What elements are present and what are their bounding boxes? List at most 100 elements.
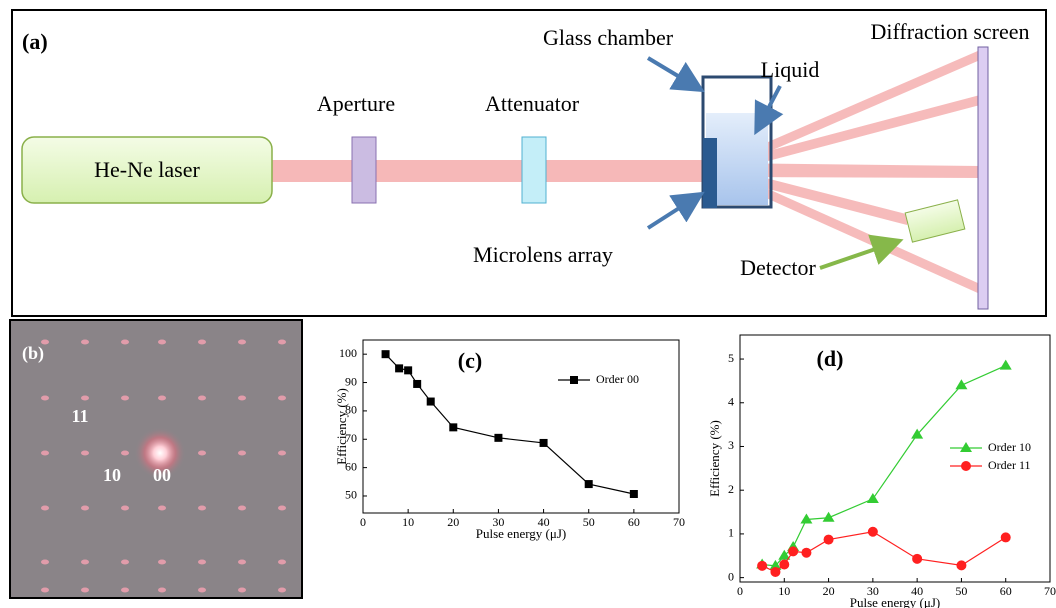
y-axis-label: Efficiency (%) xyxy=(707,420,722,497)
marker xyxy=(540,439,548,447)
order-label: 00 xyxy=(153,465,171,485)
aperture xyxy=(352,137,376,203)
marker xyxy=(395,364,403,372)
legend-marker xyxy=(961,461,971,471)
spot xyxy=(278,506,286,511)
spot xyxy=(41,560,49,565)
y-tick-label: 100 xyxy=(339,346,357,360)
spot xyxy=(81,451,89,456)
marker xyxy=(494,434,502,442)
y-tick-label: 50 xyxy=(345,488,357,502)
marker xyxy=(757,561,767,571)
spot xyxy=(238,340,246,345)
legend-marker xyxy=(570,376,578,384)
legend-marker xyxy=(960,442,972,452)
spot xyxy=(41,588,49,593)
legend-label: Order 00 xyxy=(596,372,639,386)
marker xyxy=(956,560,966,570)
x-tick-label: 0 xyxy=(737,584,743,598)
attenuator xyxy=(522,137,546,203)
x-tick-label: 20 xyxy=(447,515,459,529)
y-tick-label: 1 xyxy=(728,526,734,540)
marker xyxy=(413,380,421,388)
spot xyxy=(121,396,129,401)
spot xyxy=(238,451,246,456)
panel-b: (b) 11 10 00 xyxy=(10,320,302,598)
chart-title: (d) xyxy=(817,346,844,371)
marker xyxy=(912,554,922,564)
beam xyxy=(270,160,710,182)
chart-title: (c) xyxy=(458,348,482,373)
spot xyxy=(158,506,166,511)
x-tick-label: 70 xyxy=(673,515,685,529)
marker xyxy=(801,548,811,558)
y-tick-label: 5 xyxy=(728,351,734,365)
marker xyxy=(955,379,967,389)
panel-a: (a) He-Ne laser Aperture Attenuator Glas… xyxy=(12,10,1046,316)
spot xyxy=(81,506,89,511)
label: Attenuator xyxy=(485,91,580,116)
x-axis-label: Pulse energy (μJ) xyxy=(476,526,567,541)
label: Aperture xyxy=(317,91,395,116)
marker xyxy=(1001,532,1011,542)
panel-label: (b) xyxy=(22,343,44,364)
spot xyxy=(158,396,166,401)
order-label: 11 xyxy=(71,406,88,426)
label: Liquid xyxy=(761,57,820,82)
spot xyxy=(238,506,246,511)
label: He-Ne laser xyxy=(94,157,200,182)
spot xyxy=(41,396,49,401)
spot xyxy=(121,588,129,593)
spot xyxy=(81,588,89,593)
marker xyxy=(770,567,780,577)
label: Diffraction screen xyxy=(870,19,1029,44)
spot xyxy=(41,506,49,511)
label: Microlens array xyxy=(473,242,613,267)
legend-label: Order 10 xyxy=(988,440,1031,454)
series-line xyxy=(762,532,1006,572)
x-tick-label: 50 xyxy=(583,515,595,529)
spot xyxy=(81,396,89,401)
figure: (a) He-Ne laser Aperture Attenuator Glas… xyxy=(0,0,1056,608)
y-tick-label: 0 xyxy=(728,569,734,583)
spot xyxy=(198,588,206,593)
label: Detector xyxy=(740,255,816,280)
x-axis-label: Pulse energy (μJ) xyxy=(850,595,941,608)
x-tick-label: 10 xyxy=(402,515,414,529)
x-tick-label: 20 xyxy=(823,584,835,598)
spot xyxy=(278,396,286,401)
spot xyxy=(278,451,286,456)
page: {"panel_a": {"label": "(a)", "laser": "H… xyxy=(0,0,1056,608)
spot xyxy=(238,396,246,401)
x-tick-label: 50 xyxy=(955,584,967,598)
spot xyxy=(198,396,206,401)
marker xyxy=(868,527,878,537)
marker xyxy=(779,560,789,570)
legend-label: Order 11 xyxy=(988,458,1031,472)
y-axis-label: Efficiency (%) xyxy=(334,388,349,465)
spot xyxy=(158,588,166,593)
spot xyxy=(81,340,89,345)
spot xyxy=(121,451,129,456)
spot xyxy=(278,588,286,593)
marker xyxy=(449,423,457,431)
spot xyxy=(158,340,166,345)
microlens-array xyxy=(703,138,717,208)
spot xyxy=(121,506,129,511)
spot xyxy=(238,560,246,565)
panel-label: (a) xyxy=(22,29,48,54)
y-tick-label: 90 xyxy=(345,374,357,388)
spot xyxy=(198,506,206,511)
order-label: 10 xyxy=(103,465,121,485)
marker xyxy=(824,535,834,545)
x-tick-label: 60 xyxy=(628,515,640,529)
spot xyxy=(238,588,246,593)
x-tick-label: 10 xyxy=(778,584,790,598)
marker xyxy=(382,350,390,358)
x-tick-label: 60 xyxy=(1000,584,1012,598)
spot xyxy=(278,340,286,345)
diffraction-screen xyxy=(978,47,988,309)
marker xyxy=(788,546,798,556)
spot xyxy=(121,560,129,565)
plot-frame xyxy=(363,340,679,513)
